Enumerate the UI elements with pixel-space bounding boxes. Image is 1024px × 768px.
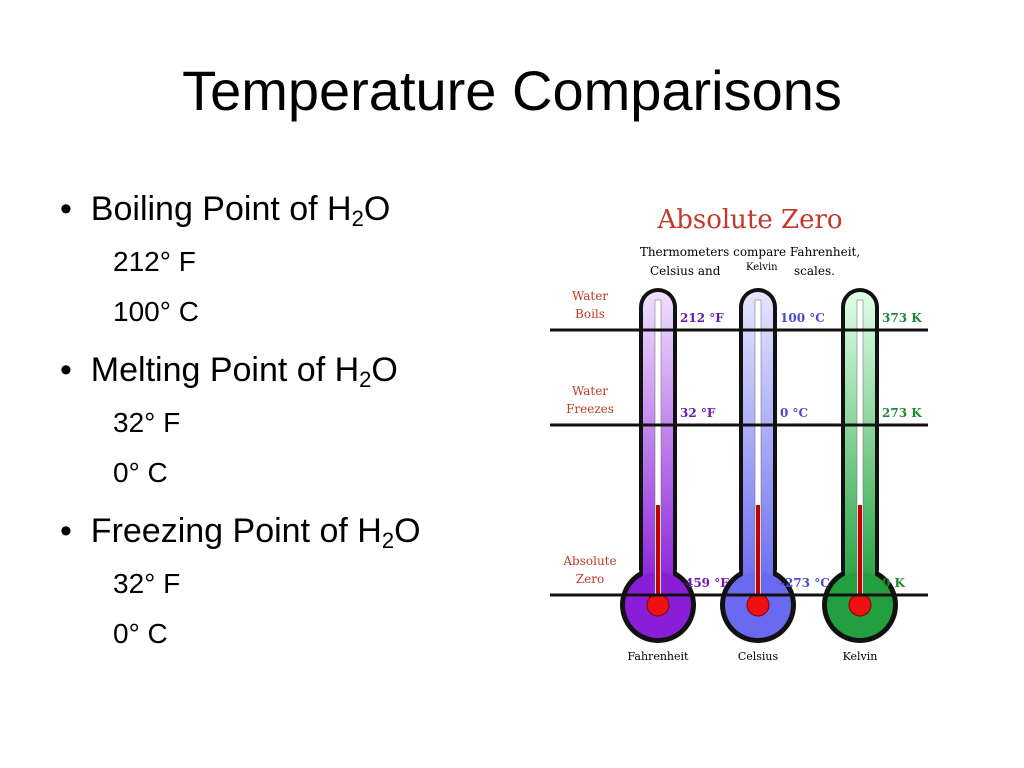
reading: 32 °F: [680, 406, 716, 420]
bullet: • Melting Point of H2O: [60, 351, 398, 392]
subscript: 2: [351, 206, 364, 231]
bulb-core: [746, 593, 770, 617]
row-label: Boils: [575, 307, 605, 321]
subscript: 2: [359, 367, 372, 392]
mercury: [858, 505, 862, 600]
bulb-core: [646, 593, 670, 617]
sub-item: 0° C: [113, 457, 168, 488]
bullet-text: Freezing Point of H: [90, 512, 382, 550]
slide-title: Temperature Comparisons: [182, 59, 842, 122]
figure-title: Absolute Zero: [656, 205, 842, 235]
row-label: Zero: [576, 572, 604, 586]
sub-item: 32° F: [113, 568, 181, 599]
reading: 0 K: [882, 576, 906, 590]
caption: Celsius and: [650, 264, 721, 278]
bulb-core: [848, 593, 872, 617]
row-label: Water: [572, 384, 608, 398]
thermometer-name: Kelvin: [843, 650, 878, 663]
caption: Thermometers compare Fahrenheit,: [640, 245, 860, 259]
mercury: [656, 505, 660, 600]
reading: -273 °C: [780, 576, 830, 590]
sub-item: 100° C: [113, 296, 199, 327]
reading: -459 °F: [680, 576, 729, 590]
row-label: Absolute: [562, 554, 616, 568]
bullet: • Freezing Point of H2O: [60, 512, 421, 553]
bullet-text: Melting Point of H: [90, 351, 360, 389]
thermometer-figure: Absolute Zero Thermometers compare Fahren…: [550, 205, 928, 663]
caption: scales.: [794, 264, 835, 278]
reading: 100 °C: [780, 311, 825, 325]
reading: 212 °F: [680, 311, 724, 325]
thermometer-name: Celsius: [738, 650, 779, 663]
caption: Kelvin: [746, 262, 778, 273]
subscript: 2: [381, 528, 395, 553]
bullet-text-end: O: [363, 190, 391, 228]
bullet-text-end: O: [394, 512, 421, 550]
bullet-text: Boiling Point of H: [90, 190, 352, 228]
reading: 0 °C: [780, 406, 808, 420]
thermometer-name: Fahrenheit: [628, 650, 689, 663]
reading: 373 K: [882, 311, 922, 325]
mercury: [756, 505, 760, 600]
reading: 273 K: [882, 406, 922, 420]
row-label: Water: [572, 289, 608, 303]
bullet: • Boiling Point of H2O: [60, 190, 391, 231]
sub-item: 212° F: [113, 246, 196, 277]
sub-item: 32° F: [113, 407, 181, 438]
bullet-text-end: O: [371, 351, 398, 389]
sub-item: 0° C: [113, 618, 168, 649]
row-label: Freezes: [566, 402, 614, 416]
